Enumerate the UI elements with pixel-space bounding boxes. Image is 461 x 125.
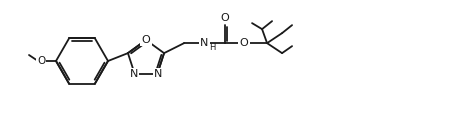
Text: O: O bbox=[240, 38, 248, 48]
Text: N: N bbox=[130, 69, 138, 79]
Text: O: O bbox=[221, 13, 230, 23]
Text: N: N bbox=[154, 69, 162, 79]
Text: O: O bbox=[37, 56, 45, 66]
Text: H: H bbox=[209, 43, 215, 52]
Text: N: N bbox=[200, 38, 208, 48]
Text: O: O bbox=[142, 35, 150, 45]
